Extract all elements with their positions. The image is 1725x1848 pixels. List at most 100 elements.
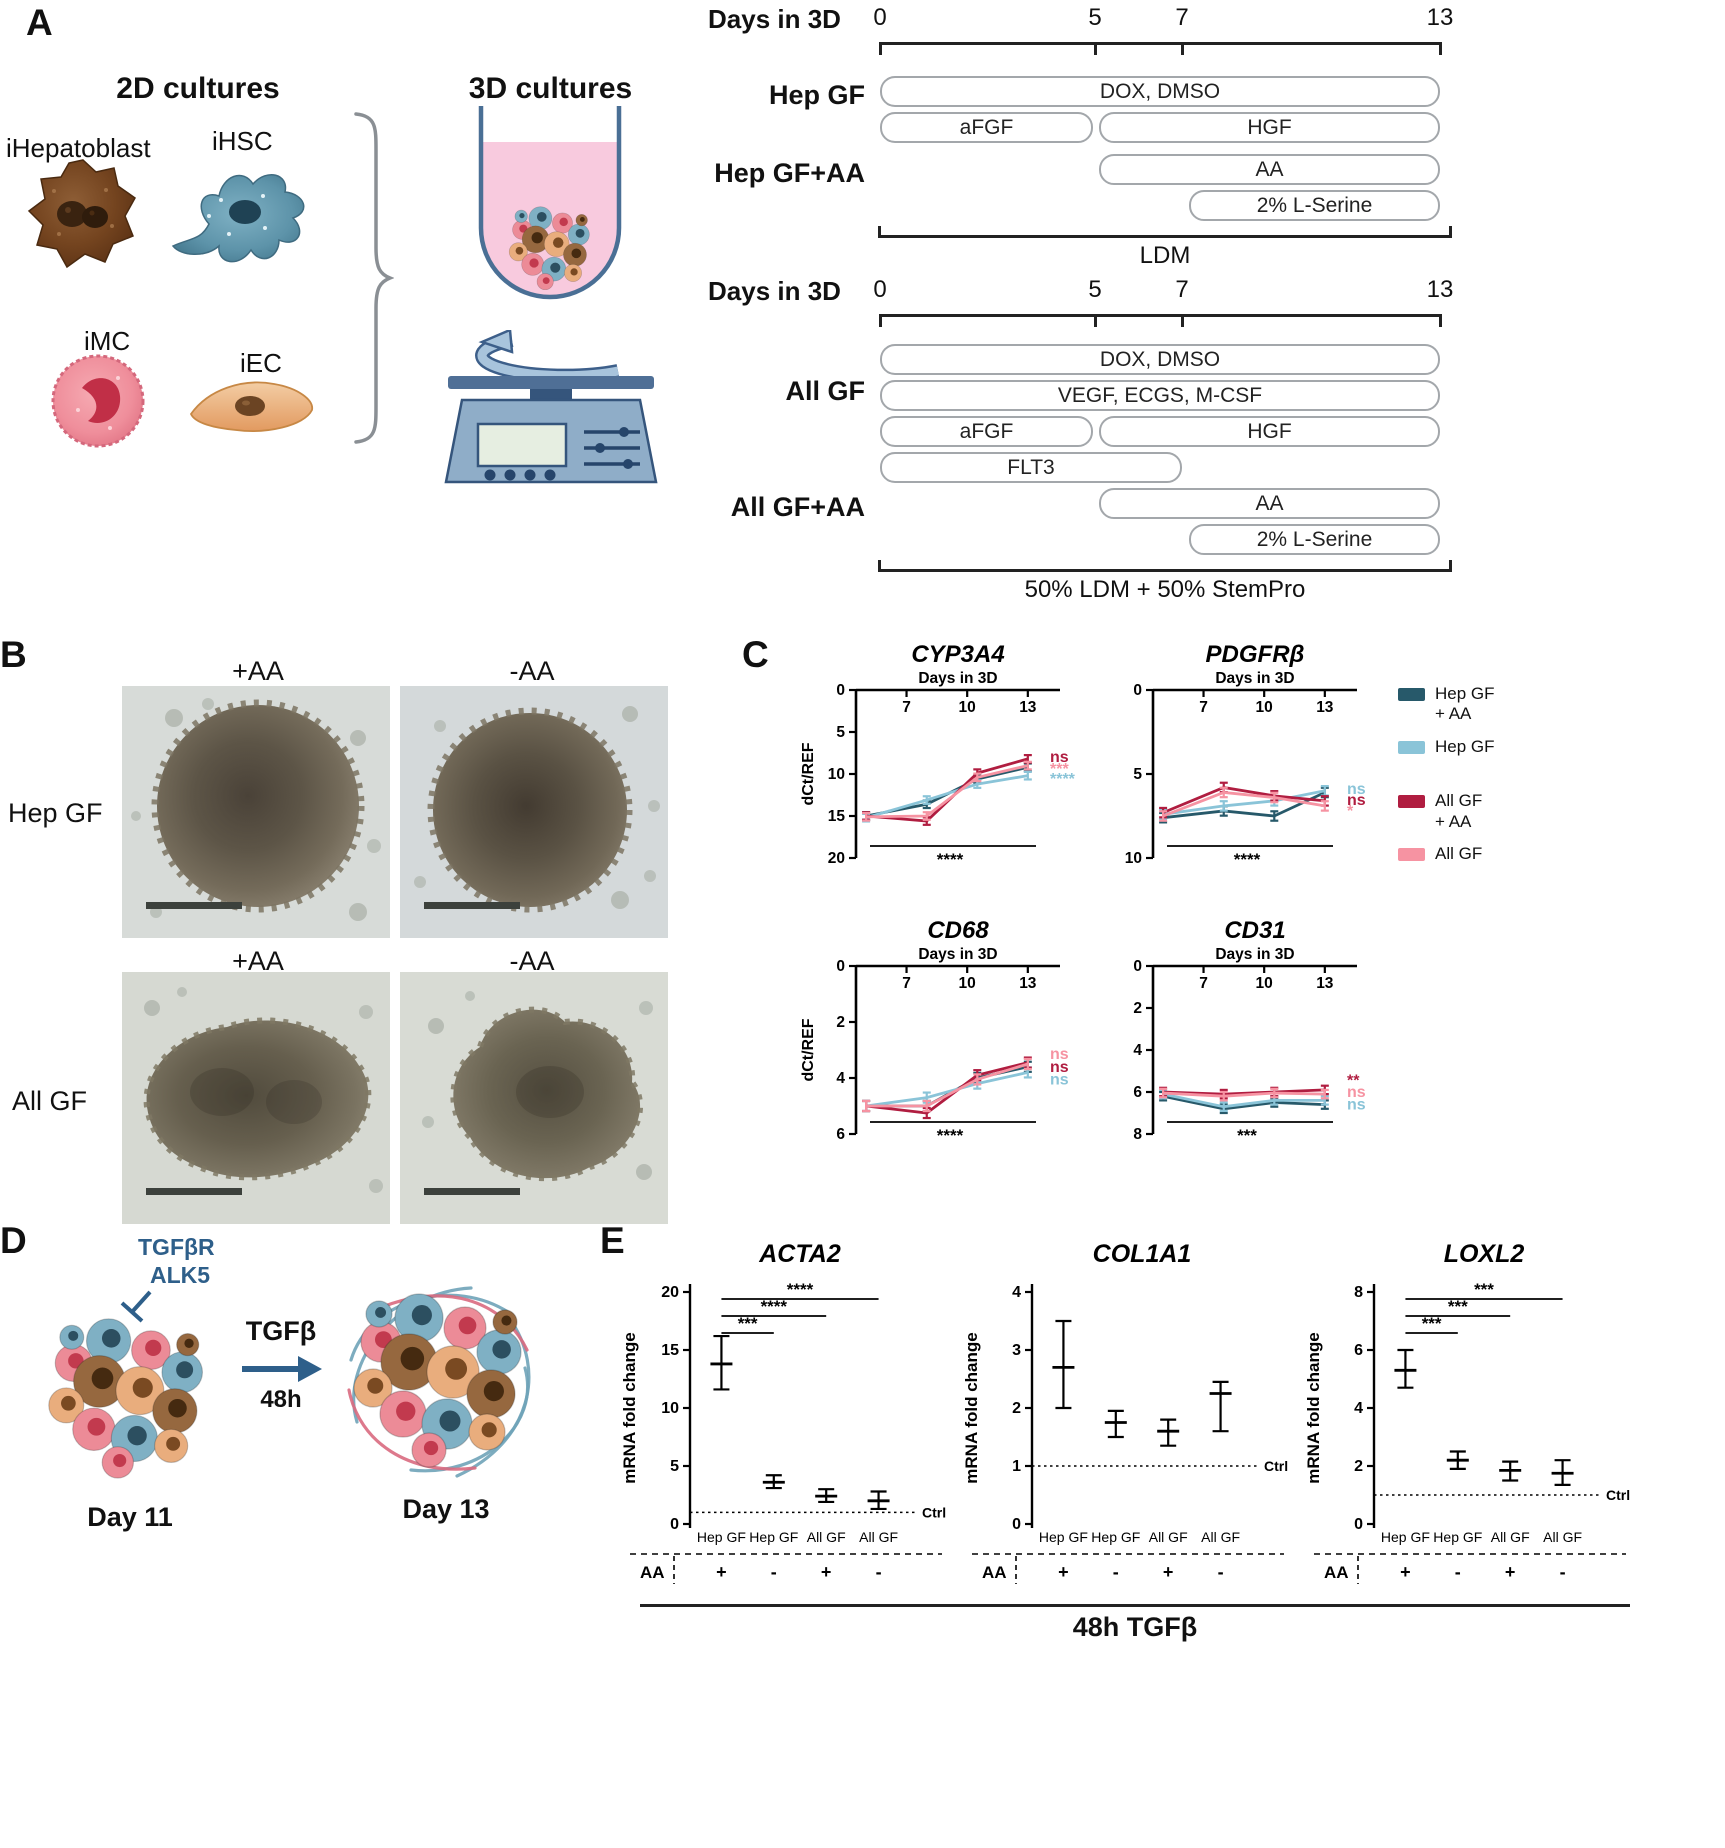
svg-text:20: 20 bbox=[661, 1284, 679, 1301]
inhibitor-icon bbox=[120, 1290, 152, 1323]
svg-text:4: 4 bbox=[1133, 1042, 1142, 1059]
timeline-all-axis-title: Days in 3D bbox=[708, 276, 841, 306]
iec-cell bbox=[189, 381, 313, 432]
svg-text:7: 7 bbox=[902, 975, 911, 992]
svg-text:Days in 3D: Days in 3D bbox=[1215, 670, 1294, 687]
svg-text:+: + bbox=[716, 1562, 727, 1582]
ihepatoblast-cell bbox=[27, 159, 136, 269]
svg-text:-: - bbox=[1218, 1562, 1224, 1582]
svg-text:****: **** bbox=[1050, 771, 1076, 788]
svg-text:ns: ns bbox=[1347, 781, 1366, 798]
svg-text:6: 6 bbox=[1133, 1084, 1142, 1101]
svg-text:All GF: All GF bbox=[859, 1529, 898, 1545]
svg-text:8: 8 bbox=[1133, 1126, 1142, 1143]
medium-bracket bbox=[878, 560, 1452, 572]
legend-swatch-icon bbox=[1398, 740, 1425, 754]
chart-col1a1: COL1A1 0 1 2 3 4 mRNA fold change Ctrl Hep GF Hep… bbox=[962, 1240, 1288, 1584]
ihsc-label: iHSC bbox=[212, 126, 273, 156]
rotation-arrow-icon bbox=[475, 330, 620, 383]
svg-text:****: **** bbox=[787, 1280, 814, 1299]
svg-text:+: + bbox=[1400, 1562, 1411, 1582]
receptor-line1: TGFβR bbox=[138, 1234, 215, 1260]
svg-text:***: *** bbox=[1422, 1314, 1442, 1333]
svg-text:All GF: All GF bbox=[1543, 1529, 1582, 1545]
svg-text:+: + bbox=[1058, 1562, 1069, 1582]
svg-text:4: 4 bbox=[1354, 1400, 1363, 1417]
svg-text:10: 10 bbox=[828, 766, 845, 783]
timeline-hep: Days in 3D 0 5 7 13 Hep GF DOX, DMSO aFG… bbox=[700, 4, 1460, 272]
svg-text:ns: ns bbox=[1347, 1084, 1366, 1101]
tickmark bbox=[1181, 42, 1184, 55]
svg-text:7: 7 bbox=[1199, 699, 1208, 716]
col-label-minus-aa-top: -AA bbox=[509, 656, 555, 686]
legend-swatch-icon bbox=[1398, 847, 1425, 861]
svg-text:-: - bbox=[1455, 1562, 1461, 1582]
svg-text:10: 10 bbox=[1125, 850, 1142, 867]
svg-text:**: ** bbox=[1347, 1072, 1360, 1089]
timeline-all-axis bbox=[880, 314, 1442, 317]
svg-text:20: 20 bbox=[828, 850, 845, 867]
svg-text:0: 0 bbox=[1133, 958, 1142, 975]
svg-text:Hep GF: Hep GF bbox=[1381, 1529, 1430, 1545]
svg-text:6: 6 bbox=[836, 1126, 845, 1143]
svg-text:ns: ns bbox=[1347, 1097, 1366, 1114]
svg-text:ns: ns bbox=[1347, 792, 1366, 809]
svg-text:7: 7 bbox=[902, 699, 911, 716]
svg-text:All GF: All GF bbox=[1491, 1529, 1530, 1545]
svg-text:****: **** bbox=[937, 1126, 964, 1145]
chart-legend: Hep GF + AA Hep GF All GF + AA All GF bbox=[1398, 684, 1495, 876]
panel-d-label: D bbox=[0, 1220, 27, 1261]
svg-text:13: 13 bbox=[1316, 699, 1334, 716]
tick-day-5: 5 bbox=[1088, 276, 1102, 303]
svg-text:mRNA fold change: mRNA fold change bbox=[1304, 1332, 1323, 1483]
brace-icon bbox=[354, 112, 394, 444]
svg-text:2: 2 bbox=[1133, 1000, 1142, 1017]
medium-label-ldm: LDM bbox=[1139, 242, 1191, 269]
svg-text:CYP3A4: CYP3A4 bbox=[911, 641, 1004, 668]
svg-text:Hep GF: Hep GF bbox=[1039, 1529, 1088, 1545]
svg-text:Hep GF: Hep GF bbox=[697, 1529, 746, 1545]
ihsc-cell bbox=[171, 174, 305, 263]
panel-c-label: C bbox=[742, 634, 769, 675]
svg-text:5: 5 bbox=[670, 1458, 679, 1475]
chart-loxl2: LOXL2 0 2 4 6 8 mRNA fold change Ctrl *** *** *** H… bbox=[1304, 1240, 1630, 1584]
svg-text:****: **** bbox=[1234, 850, 1261, 869]
micrograph-all-gf-plus-aa bbox=[122, 972, 390, 1224]
svg-text:***: *** bbox=[1474, 1280, 1494, 1299]
svg-text:Hep GF: Hep GF bbox=[1091, 1529, 1140, 1545]
tick-day-0: 0 bbox=[873, 4, 887, 31]
svg-text:10: 10 bbox=[661, 1400, 679, 1417]
scale-bar bbox=[424, 902, 520, 909]
legend-label: Hep GF bbox=[1435, 736, 1495, 756]
bar-aa: AA bbox=[1099, 488, 1440, 519]
timeline-all-row2-label: All GF+AA bbox=[730, 492, 865, 522]
heading-3d-cultures: 3D cultures bbox=[468, 72, 633, 105]
svg-text:Hep GF: Hep GF bbox=[749, 1529, 798, 1545]
timeline-hep-axis bbox=[880, 42, 1442, 45]
svg-text:5: 5 bbox=[836, 724, 845, 741]
bar-l-serine: 2% L-Serine bbox=[1189, 190, 1440, 221]
tickmark bbox=[1439, 42, 1442, 55]
svg-text:All GF: All GF bbox=[1149, 1529, 1188, 1545]
legend-label: All GF + AA bbox=[1435, 791, 1483, 831]
bar-hgf: HGF bbox=[1099, 416, 1440, 447]
medium-bracket bbox=[878, 226, 1452, 238]
tickmark bbox=[1439, 314, 1442, 327]
svg-text:+: + bbox=[1163, 1562, 1174, 1582]
svg-text:15: 15 bbox=[661, 1342, 679, 1359]
svg-text:0: 0 bbox=[1012, 1516, 1021, 1533]
svg-text:-: - bbox=[1113, 1562, 1119, 1582]
bar-vegf-ecgs-mcsf: VEGF, ECGS, M-CSF bbox=[880, 380, 1440, 411]
shaker-device bbox=[444, 376, 658, 484]
svg-text:5: 5 bbox=[1133, 766, 1142, 783]
svg-text:***: *** bbox=[1237, 1126, 1257, 1145]
svg-text:0: 0 bbox=[836, 958, 845, 975]
imc-label: iMC bbox=[84, 326, 131, 356]
tgfb-footer-label: 48h TGFβ bbox=[1072, 1612, 1198, 1642]
